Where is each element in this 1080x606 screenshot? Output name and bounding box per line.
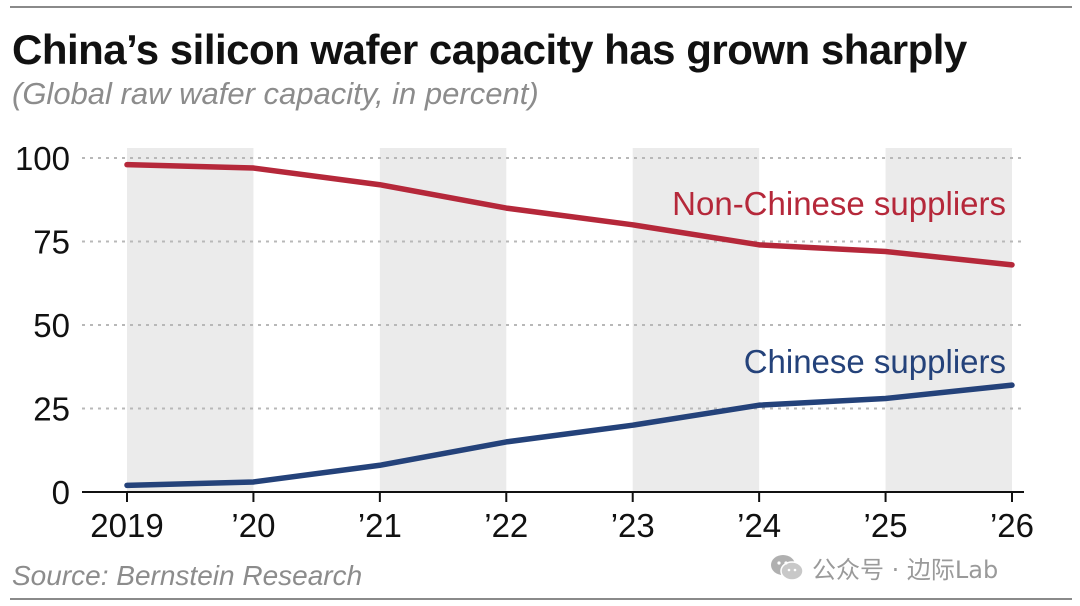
- x-tick-label: ’26: [990, 507, 1034, 544]
- x-axis: 2019 ’20 ’21 ’22 ’23 ’24 ’25 ’26: [82, 491, 1034, 544]
- gridlines: [82, 157, 1024, 410]
- chart-title: China’s silicon wafer capacity has grown…: [12, 26, 967, 73]
- top-rule: [10, 6, 1072, 8]
- source-note: Source: Bernstein Research: [12, 560, 363, 591]
- x-tick-label: ’24: [737, 507, 781, 544]
- wechat-icon: [771, 554, 804, 581]
- x-tick-label: ’22: [484, 507, 528, 544]
- y-tick-label: 50: [33, 307, 70, 344]
- bottom-rule: [10, 598, 1072, 600]
- series-line-0: [124, 161, 1015, 268]
- x-tick-label: ’23: [611, 507, 655, 544]
- band-0: [127, 148, 254, 492]
- line-chart: 0 25 50 75 100 2019 ’20 ’21 ’22 ’23 ’24 ’25 ’26 Non…: [15, 140, 1034, 544]
- y-axis-ticks: 0 25 50 75 100: [15, 140, 70, 511]
- watermark: 公众号 · 边际Lab: [770, 550, 998, 585]
- watermark-text: 公众号 · 边际Lab: [812, 556, 999, 584]
- x-tick-label: ’20: [231, 507, 275, 544]
- series-lines: [124, 161, 1015, 489]
- band-4: [632, 148, 760, 492]
- series-line-1: [124, 382, 1015, 489]
- y-tick-label: 0: [52, 474, 70, 511]
- series-label-0: Non-Chinese suppliers: [672, 185, 1006, 222]
- series-labels: Non-Chinese suppliers Chinese suppliers: [672, 185, 1006, 380]
- y-tick-label: 100: [15, 140, 70, 177]
- band-6: [885, 148, 1012, 492]
- y-tick-label: 75: [33, 224, 70, 261]
- band-2: [379, 148, 507, 492]
- x-tick-label: ’21: [358, 507, 402, 544]
- x-tick-label: ’25: [864, 507, 908, 544]
- chart-subtitle: (Global raw wafer capacity, in percent): [12, 76, 539, 111]
- series-label-1: Chinese suppliers: [744, 343, 1006, 380]
- y-tick-label: 25: [33, 391, 70, 428]
- x-tick-label: 2019: [90, 507, 163, 544]
